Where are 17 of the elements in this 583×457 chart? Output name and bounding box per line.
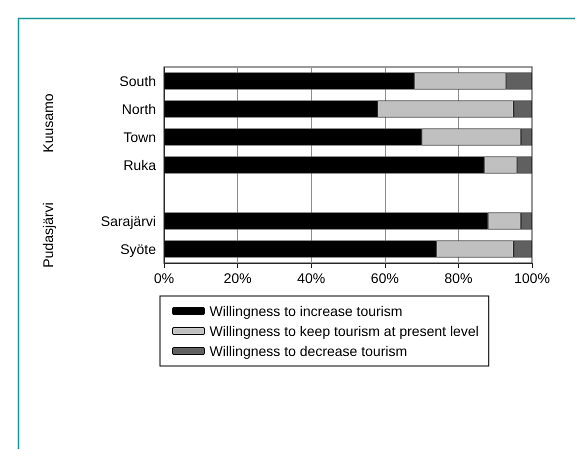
y-tick-label: South: [119, 73, 156, 89]
legend-label: Willingness to keep tourism at present level: [210, 323, 479, 339]
x-tick-label: 0%: [154, 270, 174, 286]
y-tick-label: Town: [123, 129, 156, 145]
x-tick-label: 40%: [297, 270, 326, 286]
y-tick-label: North: [122, 101, 156, 117]
text: Kuusamo: [40, 93, 56, 153]
x-tick-label: 100%: [514, 270, 550, 286]
y-tick-label: Sarajärvi: [100, 213, 156, 229]
y-tick-label: Ruka: [123, 157, 156, 173]
y-tick-label: Syöte: [120, 241, 156, 257]
x-tick-label: 20%: [224, 270, 252, 286]
x-tick-label: 80%: [444, 270, 472, 286]
legend-label: Willingness to decrease tourism: [210, 343, 408, 359]
text: Pudasjärvi: [40, 202, 56, 268]
legend-label: Willingness to increase tourism: [210, 303, 402, 319]
x-tick-label: 60%: [370, 270, 399, 286]
